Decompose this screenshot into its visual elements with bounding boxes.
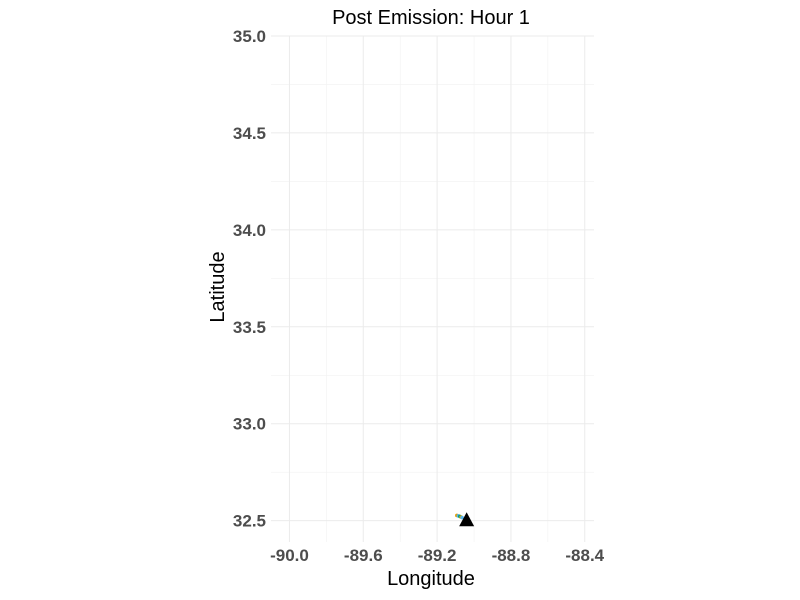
y-tick-label: 34.0	[233, 221, 266, 240]
x-tick-label: -88.4	[565, 546, 604, 565]
x-tick-label: -88.8	[492, 546, 531, 565]
x-tick-label: -90.0	[270, 546, 309, 565]
particle-point	[460, 515, 464, 520]
chart-title: Post Emission: Hour 1	[332, 7, 530, 29]
tick-labels: -90.0 -89.6 -89.2 -88.8 -88.4 32.5 33.0 33.5 34.…	[233, 27, 605, 565]
source-marker	[459, 512, 475, 527]
y-tick-label: 33.5	[233, 318, 266, 337]
y-axis-title: Latitude	[207, 251, 229, 322]
y-tick-label: 34.5	[233, 124, 266, 143]
y-tick-label: 32.5	[233, 512, 266, 531]
x-tick-label: -89.6	[344, 546, 383, 565]
grid	[271, 35, 594, 542]
y-tick-label: 35.0	[233, 27, 266, 46]
x-axis-title: Longitude	[387, 568, 475, 590]
x-tick-label: -89.2	[418, 546, 457, 565]
plot-area	[455, 512, 475, 527]
y-tick-label: 33.0	[233, 415, 266, 434]
